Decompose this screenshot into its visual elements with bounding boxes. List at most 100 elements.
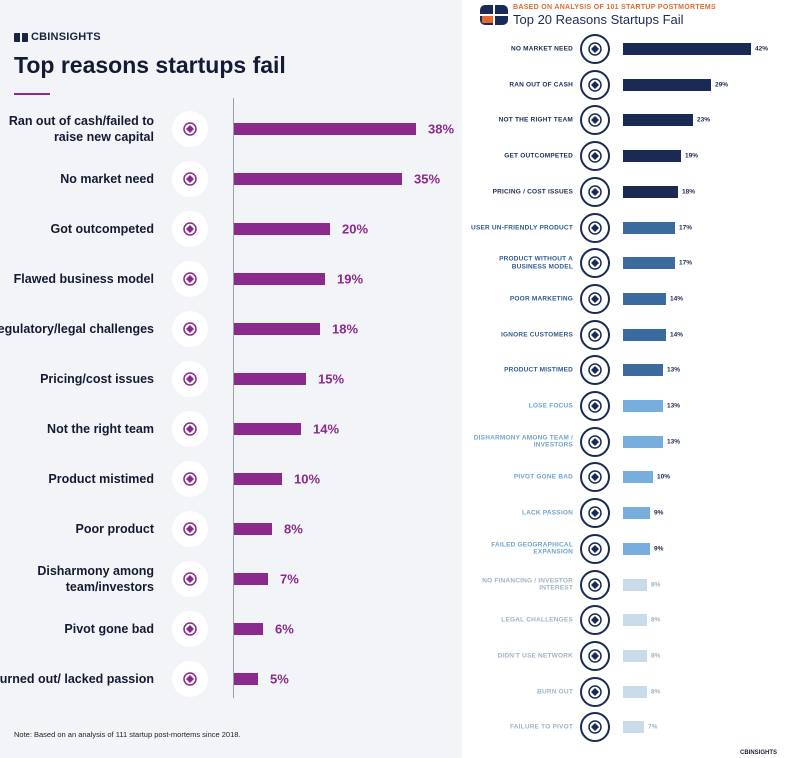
bar-category-label: FAILED GEOGRAPHICAL EXPANSION [491,541,573,556]
broken-pencil-icon [172,611,208,647]
bar-value-label: 10% [657,473,671,481]
coin-stack-icon [172,361,208,397]
bar-category-label: POOR MARKETING [509,295,573,303]
bar-value-label: 14% [313,421,340,437]
bar-category-label: Got outcompeted [50,222,154,236]
chart-bar [234,423,301,435]
chart-row: Not the right team 14% [0,409,462,449]
gavel-icon [172,311,208,347]
bar-category-label: GET OUTCOMPETED [504,152,573,160]
upset-person-icon [172,561,208,597]
chart-row: PIVOT GONE BAD 10% [462,462,785,493]
bar-value-label: 14% [670,331,684,339]
bar-category-label: LEGAL CHALLENGES [501,616,573,624]
ship-icon [580,712,610,743]
chart-bar [623,471,653,484]
chart-row: Product mistimed 10% [0,459,462,499]
bar-category-label: PRICING / COST ISSUES [492,188,573,196]
chart-row: LACK PASSION 9% [462,498,785,529]
chart-row: GET OUTCOMPETED 19% [462,141,785,172]
chart-row: Pivot gone bad 6% [0,609,462,649]
bar-value-label: 19% [685,152,699,160]
bar-value-label: 5% [270,671,289,687]
bar-value-label: 17% [679,224,693,231]
chart-row: RAN OUT OF CASH 29% [462,69,785,100]
puzzle-icon [580,34,610,64]
chart-row: POOR MARKETING 14% [462,283,785,314]
bar-category-label: NOT THE RIGHT TEAM [498,116,573,124]
bar-value-label: 18% [682,188,696,196]
bar-value-label: 29% [715,81,729,89]
chart-bar [623,328,666,341]
snowflake-icon [580,355,610,386]
bar-value-label: 10% [294,471,321,487]
cash-register-icon [580,69,610,100]
chart-row: Regulatory/legal challenges 18% [0,309,462,349]
bar-category-label: Poor product [75,522,154,536]
chart-bar [623,649,647,662]
bar-value-label: 9% [654,509,664,517]
chart-row: USER UN-FRIENDLY PRODUCT 17% [462,212,785,243]
bar-value-label: 13% [667,402,681,410]
chart-bar [623,114,693,127]
bar-category-label: PIVOT GONE BAD [513,473,573,481]
bar-value-label: 8% [284,521,303,537]
page-title: Top reasons startups fail [14,52,286,78]
chart-bar [623,221,675,234]
bar-value-label: 9% [654,545,664,553]
bar-category-label: Pivot gone bad [64,622,154,636]
right-panel: BASED ON ANALYSIS OF 101 STARTUP POSTMOR… [462,0,785,758]
bar-value-label: 19% [337,271,364,287]
chart-row: Disharmony among team/investors 7% [0,559,462,599]
footer-logo: CBINSIGHTS [739,750,777,756]
bar-category-label: IGNORE CUSTOMERS [500,330,573,338]
bar-value-label: 42% [755,45,769,53]
bar-category-label: FAILURE TO PIVOT [509,723,573,731]
chart-row: PRODUCT MISTIMED 13% [462,355,785,386]
bar-category-label: LOSE FOCUS [528,402,573,410]
bar-category-label: Disharmony among team/investors [37,564,154,594]
chart-row: No market need 35% [0,159,462,199]
bar-category-label: RAN OUT OF CASH [509,80,573,88]
team-globe-icon [580,105,610,136]
piggy-bank-hammer-icon [172,111,208,147]
chart-bar [623,364,663,377]
chart-bar [623,578,647,591]
chart-bar [623,435,663,448]
chart-row: FAILED GEOGRAPHICAL EXPANSION 9% [462,533,785,564]
cb-logo-icon [14,32,28,42]
title-underline [14,93,50,95]
bar-value-label: 35% [414,171,441,187]
bar-value-label: 13% [667,366,681,374]
bar-value-label: 15% [318,371,345,387]
chart-bar [234,673,258,685]
bar-category-label: DIDN'T USE NETWORK [497,652,573,660]
chart-row: Ran out of cash/failed to raise new capi… [0,109,462,149]
bar-category-label: DISHARMONY AMONG TEAM / INVESTORS [473,434,573,449]
bar-category-label: Flawed business model [13,272,154,286]
chart-bar [234,523,272,535]
chart-row: BURN OUT 8% [462,676,785,707]
chart-bar [623,721,644,734]
sleep-zz-icon [172,661,208,697]
chart-bar [234,373,306,385]
chart-row: DISHARMONY AMONG TEAM / INVESTORS 13% [462,426,785,457]
footnote: Note: Based on an analysis of 111 startu… [14,730,241,739]
chart-row: Burned out/ lacked passion 5% [0,659,462,699]
scatter-arrows-icon [580,391,610,421]
zz-icon [580,498,610,529]
megaphone-icon [580,283,610,314]
chart-axis [233,98,234,698]
bar-value-label: 38% [428,121,455,137]
bar-value-label: 7% [648,723,658,731]
location-pin-icon [580,533,610,564]
bar-category-label: Not the right team [47,422,154,436]
chart-title: Top 20 Reasons Startups Fail [513,12,684,27]
bar-value-label: 6% [275,621,294,637]
bar-category-label: USER UN-FRIENDLY PRODUCT [471,223,573,231]
bar-value-label: 8% [651,652,661,660]
left-panel: CBINSIGHTS Top reasons startups fail Ran… [0,0,462,758]
chart-bar [623,43,751,55]
customer-icon [580,319,610,350]
bar-value-label: 7% [280,571,299,587]
